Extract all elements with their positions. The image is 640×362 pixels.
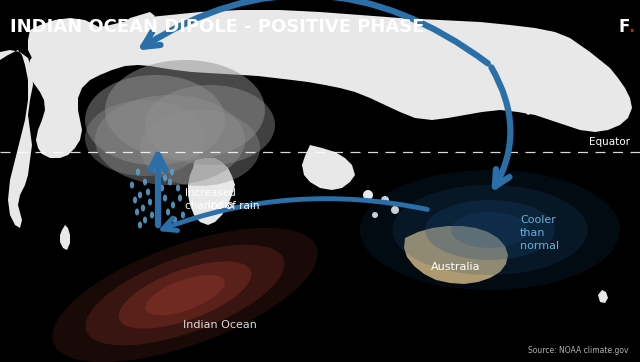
Text: Source: NOAA climate.gov: Source: NOAA climate.gov (527, 346, 628, 355)
Ellipse shape (181, 211, 185, 219)
Polygon shape (520, 80, 542, 115)
Ellipse shape (85, 75, 225, 165)
Ellipse shape (145, 85, 275, 165)
Polygon shape (0, 50, 33, 228)
Circle shape (372, 212, 378, 218)
Ellipse shape (425, 200, 555, 260)
Ellipse shape (148, 198, 152, 206)
Ellipse shape (138, 222, 142, 228)
Ellipse shape (138, 191, 142, 198)
Ellipse shape (160, 185, 164, 191)
Ellipse shape (85, 100, 205, 176)
Ellipse shape (52, 228, 317, 362)
Ellipse shape (150, 211, 154, 219)
Ellipse shape (360, 170, 620, 290)
Ellipse shape (133, 197, 137, 203)
Polygon shape (404, 226, 508, 284)
Ellipse shape (143, 178, 147, 185)
Ellipse shape (166, 209, 170, 215)
Ellipse shape (140, 110, 260, 186)
Ellipse shape (176, 185, 180, 191)
Text: Indian Ocean: Indian Ocean (183, 320, 257, 330)
Ellipse shape (392, 185, 588, 275)
Polygon shape (28, 10, 632, 158)
Circle shape (381, 196, 389, 204)
Ellipse shape (168, 178, 172, 185)
Ellipse shape (95, 95, 245, 185)
Ellipse shape (135, 209, 139, 215)
Text: Australia: Australia (431, 262, 481, 272)
Ellipse shape (105, 60, 265, 160)
Ellipse shape (146, 189, 150, 195)
Text: Increased
chance of rain: Increased chance of rain (185, 188, 259, 211)
Polygon shape (598, 290, 608, 303)
Ellipse shape (145, 275, 225, 315)
Text: INDIAN OCEAN DIPOLE - POSITIVE PHASE: INDIAN OCEAN DIPOLE - POSITIVE PHASE (10, 18, 424, 36)
Ellipse shape (143, 216, 147, 223)
Polygon shape (302, 145, 355, 190)
Ellipse shape (173, 216, 177, 223)
Ellipse shape (163, 194, 167, 202)
Ellipse shape (178, 194, 182, 202)
Text: India: India (208, 200, 234, 210)
Text: .: . (628, 18, 634, 36)
Polygon shape (188, 158, 235, 225)
Ellipse shape (136, 168, 140, 176)
Polygon shape (28, 12, 155, 68)
Ellipse shape (163, 174, 167, 181)
Ellipse shape (171, 202, 175, 209)
Text: Equator: Equator (589, 137, 630, 147)
Circle shape (363, 190, 373, 200)
Ellipse shape (170, 168, 174, 176)
Ellipse shape (451, 212, 529, 248)
Text: Cooler
than
normal: Cooler than normal (520, 215, 559, 251)
Ellipse shape (141, 205, 145, 211)
Circle shape (391, 206, 399, 214)
Polygon shape (60, 225, 70, 250)
Ellipse shape (156, 164, 160, 172)
Ellipse shape (118, 261, 252, 329)
Text: F: F (618, 18, 629, 36)
Ellipse shape (86, 245, 285, 345)
Ellipse shape (130, 181, 134, 189)
